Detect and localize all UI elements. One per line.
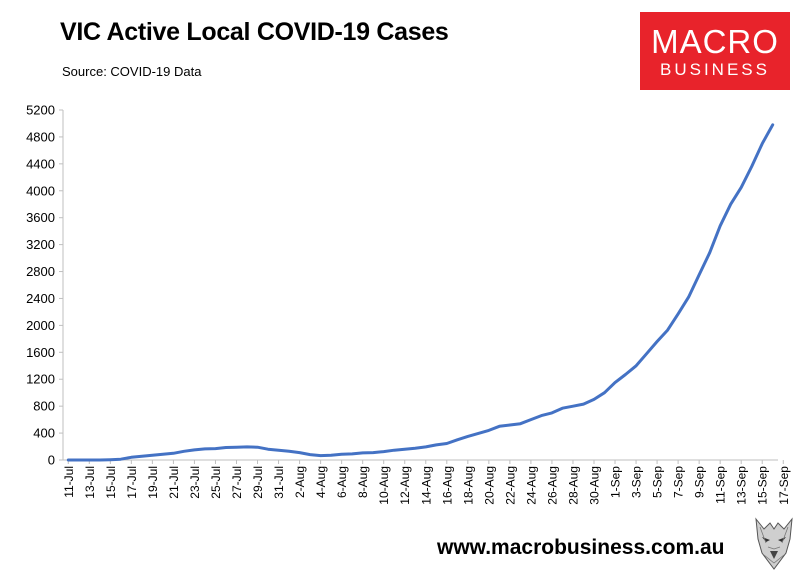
x-tick-label: 10-Aug xyxy=(377,466,391,505)
x-tick-label: 31-Jul xyxy=(272,466,286,499)
x-tick-label: 14-Aug xyxy=(419,466,433,505)
logo-line-2: BUSINESS xyxy=(660,60,770,79)
x-tick-label: 17-Sep xyxy=(777,466,791,505)
x-tick-label: 23-Jul xyxy=(188,466,202,499)
x-tick-label: 15-Jul xyxy=(104,466,118,499)
x-tick-label: 12-Aug xyxy=(398,466,412,505)
y-tick-label: 4400 xyxy=(26,156,55,171)
logo-line-1: MACRO xyxy=(651,23,779,60)
x-tick-label: 22-Aug xyxy=(503,466,517,505)
x-tick-label: 19-Jul xyxy=(146,466,160,499)
y-tick-label: 1200 xyxy=(26,372,55,387)
x-tick-label: 11-Jul xyxy=(62,466,76,498)
x-tick-label: 27-Jul xyxy=(230,466,244,499)
plot-area xyxy=(66,123,775,462)
x-tick-label: 2-Aug xyxy=(293,466,307,498)
y-tick-label: 4000 xyxy=(26,183,55,198)
x-tick-label: 1-Sep xyxy=(609,466,623,498)
y-tick-label: 400 xyxy=(33,426,55,441)
x-tick-label: 3-Sep xyxy=(630,466,644,498)
x-tick-label: 4-Aug xyxy=(314,466,328,498)
x-axis: 11-Jul 13-Jul 15-Jul 17-Jul 19-Jul 21-Jul 23-J… xyxy=(62,459,791,505)
chart-source: Source: COVID-19 Data xyxy=(62,64,202,79)
series-line-active-cases xyxy=(66,123,775,462)
x-tick-label: 20-Aug xyxy=(482,466,496,505)
x-tick-label: 11-Sep xyxy=(714,466,728,504)
x-tick-label: 13-Jul xyxy=(83,466,97,499)
y-tick-label: 2000 xyxy=(26,318,55,333)
x-tick-label: 18-Aug xyxy=(461,466,475,505)
y-tick-label: 3200 xyxy=(26,237,55,252)
y-axis: 0 400 800 1200 1600 2000 2400 2800 3200 3600 4000 4… xyxy=(26,103,64,468)
y-tick-label: 5200 xyxy=(26,103,55,118)
y-tick-label: 2800 xyxy=(26,264,55,279)
chart-title: VIC Active Local COVID-19 Cases xyxy=(60,18,449,46)
x-tick-label: 16-Aug xyxy=(440,466,454,505)
x-tick-label: 15-Sep xyxy=(756,466,770,505)
x-tick-label: 26-Aug xyxy=(545,466,559,505)
y-tick-label: 800 xyxy=(33,399,55,414)
x-tick-label: 24-Aug xyxy=(524,466,538,505)
y-tick-label: 2400 xyxy=(26,291,55,306)
x-tick-label: 30-Aug xyxy=(587,466,601,505)
x-tick-label: 7-Sep xyxy=(672,466,686,498)
website-url: www.macrobusiness.com.au xyxy=(437,536,725,559)
x-tick-label: 21-Jul xyxy=(167,466,181,499)
y-tick-label: 1600 xyxy=(26,345,55,360)
x-tick-label: 13-Sep xyxy=(735,466,749,505)
x-tick-label: 6-Aug xyxy=(335,466,349,498)
x-tick-label: 29-Jul xyxy=(251,466,265,499)
x-tick-label: 8-Aug xyxy=(356,466,370,498)
macrobusiness-logo: MACRO BUSINESS xyxy=(640,12,790,90)
x-tick-label: 25-Jul xyxy=(209,466,223,499)
y-tick-label: 0 xyxy=(48,453,55,468)
y-tick-label: 4800 xyxy=(26,129,55,144)
y-tick-label: 3600 xyxy=(26,210,55,225)
x-tick-label: 5-Sep xyxy=(651,466,665,498)
x-tick-label: 28-Aug xyxy=(566,466,580,505)
x-tick-label: 9-Sep xyxy=(693,466,707,498)
wolf-logo-icon xyxy=(755,517,793,570)
x-tick-label: 17-Jul xyxy=(125,466,139,499)
